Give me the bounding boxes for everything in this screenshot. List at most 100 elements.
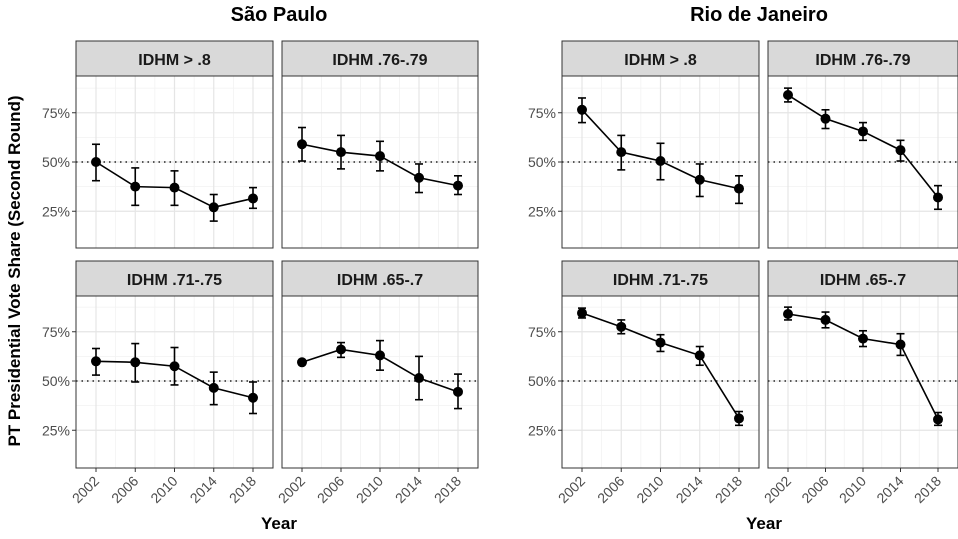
x-tick-label: 2010 <box>633 473 666 506</box>
panel-strip-label: IDHM .71-.75 <box>127 272 222 289</box>
x-axis-label-left: Year <box>261 514 297 533</box>
data-point <box>858 333 868 344</box>
y-tick-label: 50% <box>42 373 70 389</box>
x-tick-label: 2018 <box>226 473 259 506</box>
panel-rj-3: IDHM .65-.7 2002 2006 2010 2014 2018 <box>761 260 958 506</box>
data-point <box>414 172 424 183</box>
x-tick-label: 2006 <box>314 473 347 506</box>
y-tick-label: 50% <box>528 373 556 389</box>
data-point <box>655 337 666 348</box>
x-tick-label: 2014 <box>673 473 706 506</box>
data-point <box>453 180 463 191</box>
panel-strip <box>281 40 479 77</box>
data-point <box>169 361 180 372</box>
data-point <box>169 182 180 193</box>
x-tick-label: 2006 <box>798 473 831 506</box>
data-point <box>297 357 307 368</box>
data-point <box>91 157 101 167</box>
x-tick-label: 2002 <box>761 473 794 506</box>
data-point <box>91 356 101 367</box>
data-point <box>248 193 258 204</box>
y-tick-label: 75% <box>528 324 556 340</box>
panel-rj-0: IDHM > .8 25% 50% 75% <box>528 40 760 249</box>
data-point <box>130 357 141 368</box>
data-point <box>375 151 385 162</box>
x-tick-label: 2018 <box>712 473 745 506</box>
data-point <box>130 181 141 192</box>
data-point <box>453 386 463 397</box>
data-point <box>895 145 906 156</box>
panel-border <box>767 75 958 249</box>
panel-strip-label: IDHM > .8 <box>138 52 211 69</box>
y-tick-label: 25% <box>528 203 556 219</box>
x-tick-label: 2006 <box>108 473 141 506</box>
panel-strip-label: IDHM .71-.75 <box>613 272 708 289</box>
data-point <box>858 126 868 137</box>
panel-sp-0: IDHM > .8 25% 50% 75% <box>42 40 274 249</box>
data-point <box>336 344 346 355</box>
data-point <box>375 350 385 361</box>
data-point <box>783 90 793 101</box>
data-point <box>208 382 219 393</box>
panel-sp-1: IDHM .76-.79 <box>281 40 479 249</box>
x-tick-label: 2014 <box>392 473 425 506</box>
data-point <box>734 413 744 424</box>
panel-strip <box>75 40 274 77</box>
y-tick-label: 50% <box>42 154 70 170</box>
region-title-rio-de-janeiro: Rio de Janeiro <box>690 4 828 26</box>
data-point <box>577 308 587 319</box>
data-point <box>783 309 793 320</box>
x-tick-label: 2014 <box>873 473 906 506</box>
x-tick-label: 2018 <box>431 473 464 506</box>
panel-strip-label: IDHM > .8 <box>624 52 697 69</box>
y-tick-label: 75% <box>42 324 70 340</box>
x-tick-label: 2010 <box>147 473 180 506</box>
y-tick-label: 75% <box>528 105 556 121</box>
panel-sp-2: IDHM .71-.75 25% 50% 75% 2002 2006 2010 2014 201… <box>42 260 274 506</box>
data-point <box>616 147 627 158</box>
panel-border <box>281 75 479 249</box>
data-point <box>297 139 307 150</box>
data-point <box>820 113 831 124</box>
panel-strip <box>561 260 760 297</box>
x-tick-label: 2018 <box>911 473 944 506</box>
y-tick-label: 25% <box>42 422 70 438</box>
panel-strip <box>767 260 958 297</box>
panel-rj-2: IDHM .71-.75 25% 50% 75% 2002 2006 2010 2014 201… <box>528 260 760 506</box>
data-point <box>655 156 666 167</box>
panel-strip-label: IDHM .76-.79 <box>815 52 910 69</box>
data-point <box>414 373 424 384</box>
data-point <box>933 414 943 425</box>
data-point <box>895 339 906 350</box>
panel-strip-label: IDHM .65-.7 <box>337 272 423 289</box>
x-tick-label: 2002 <box>69 473 102 506</box>
panel-strip <box>75 260 274 297</box>
x-tick-label: 2006 <box>594 473 627 506</box>
x-tick-label: 2014 <box>187 473 220 506</box>
panel-strip-label: IDHM .76-.79 <box>332 52 427 69</box>
x-tick-label: 2002 <box>555 473 588 506</box>
y-tick-label: 25% <box>528 422 556 438</box>
data-point <box>208 202 219 213</box>
x-tick-label: 2010 <box>353 473 386 506</box>
region-title-sao-paulo: São Paulo <box>230 4 328 26</box>
data-point <box>694 350 705 361</box>
data-point <box>577 104 587 115</box>
data-point <box>694 174 705 185</box>
y-tick-label: 25% <box>42 203 70 219</box>
x-axis-label-right: Year <box>746 514 782 533</box>
panel-sp-3: IDHM .65-.7 2002 2006 2010 2014 2018 <box>275 260 479 506</box>
panel-strip <box>767 40 958 77</box>
panel-strip-label: IDHM .65-.7 <box>820 272 906 289</box>
data-point <box>734 183 744 194</box>
panel-rj-1: IDHM .76-.79 <box>767 40 958 249</box>
data-point <box>933 192 943 203</box>
x-tick-label: 2002 <box>275 473 308 506</box>
x-tick-label: 2010 <box>836 473 869 506</box>
data-point <box>336 147 346 158</box>
y-tick-label: 75% <box>42 105 70 121</box>
data-point <box>248 392 258 403</box>
data-point <box>820 314 831 325</box>
